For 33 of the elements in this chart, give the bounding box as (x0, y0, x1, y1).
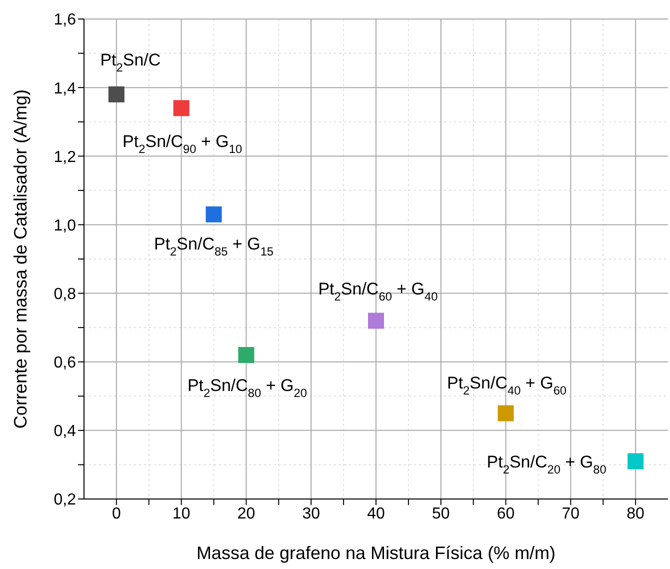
x-tick-label: 40 (367, 505, 385, 522)
y-tick-label: 1,4 (54, 80, 76, 98)
x-tick-label: 50 (432, 505, 450, 522)
x-tick-label: 60 (496, 505, 515, 522)
annotation: Pt$_{2}$Sn/C$_{20}$ + G$_{80}$ (486, 452, 607, 476)
annotation: Pt$_{2}$Sn/C$_{80}$ + G$_{20}$ (187, 376, 308, 400)
annotation: Pt$_{2}$Sn/C (100, 50, 161, 75)
x-tick-label: 30 (302, 505, 320, 522)
point (238, 347, 254, 363)
y-tick-label: 0,4 (54, 423, 76, 440)
annotation: Pt$_{2}$Sn/C$_{40}$ + G$_{60}$ (446, 374, 567, 398)
annotation: Pt$_{2}$Sn/C$_{60}$ + G$_{40}$ (318, 280, 438, 304)
annotation: Pt$_{2}$Sn/C$_{85}$ + G$_{15}$ (154, 234, 274, 259)
annotation: Pt$_{2}$Sn/C$_{90}$ + G$_{10}$ (122, 132, 242, 156)
point (108, 86, 124, 102)
y-tick-label: 0,6 (54, 354, 76, 372)
y-tick-label: 0,2 (54, 492, 76, 509)
y-tick-label: 1,6 (54, 12, 76, 29)
point (173, 100, 190, 116)
x-tick-label: 0 (112, 505, 121, 522)
y-tick-label: 1,0 (54, 217, 76, 234)
x-tick-label: 80 (626, 505, 645, 522)
y-tick-label: 1,2 (54, 148, 76, 166)
point (498, 405, 514, 422)
x-axis-title: Massa de grafeno na Mistura Física (% m/m) (196, 543, 556, 563)
point (368, 312, 384, 329)
y-tick-label: 0,8 (54, 286, 76, 303)
x-tick-label: 20 (237, 505, 256, 522)
y-axis-title: Corrente por massa de Catalisador (A/mg) (10, 89, 30, 429)
x-tick-label: 70 (562, 505, 580, 522)
point (206, 206, 222, 222)
x-tick-label: 10 (172, 505, 190, 522)
point (628, 453, 644, 470)
